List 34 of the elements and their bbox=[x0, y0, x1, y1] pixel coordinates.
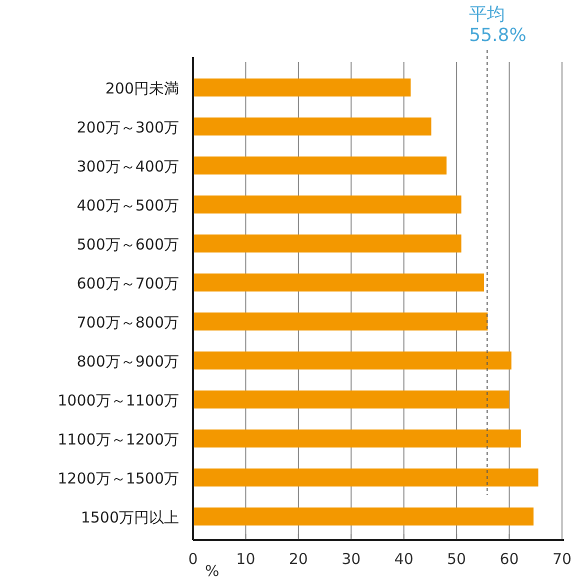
x-tick-label: 10 bbox=[236, 550, 256, 568]
y-tick-label: 1200万～1500万 bbox=[58, 470, 179, 488]
bar bbox=[193, 196, 462, 214]
x-tick-label: 60 bbox=[500, 550, 519, 568]
bar bbox=[193, 430, 521, 448]
ref-line-label: 平均 55.8% bbox=[469, 4, 526, 46]
bar bbox=[193, 352, 512, 370]
x-tick-label: 40 bbox=[394, 550, 414, 568]
y-tick-label: 600万～700万 bbox=[76, 274, 179, 292]
y-tick-label: 700万～800万 bbox=[76, 314, 179, 332]
y-tick-label: 300万～400万 bbox=[76, 158, 179, 176]
y-tick-label: 400万～500万 bbox=[76, 196, 179, 214]
bar bbox=[193, 234, 462, 252]
bar bbox=[193, 156, 447, 174]
y-tick-label: 200円未満 bbox=[105, 80, 179, 98]
y-tick-label: 1000万～1100万 bbox=[58, 392, 179, 410]
bar bbox=[193, 274, 484, 292]
bar bbox=[193, 312, 488, 330]
bar bbox=[193, 78, 411, 96]
bar bbox=[193, 390, 510, 408]
x-axis-title: % bbox=[205, 562, 220, 577]
x-tick-label: 70 bbox=[552, 550, 572, 568]
y-tick-label: 1100万～1200万 bbox=[58, 430, 179, 448]
x-tick-label: 20 bbox=[288, 550, 308, 568]
x-tick-label: 30 bbox=[342, 550, 361, 568]
y-tick-label: 200万～300万 bbox=[76, 118, 179, 136]
y-tick-label: 500万～600万 bbox=[76, 236, 179, 254]
bar bbox=[193, 468, 538, 486]
y-tick-label: 1500万円以上 bbox=[80, 508, 179, 526]
bar bbox=[193, 508, 534, 526]
y-tick-label: 800万～900万 bbox=[76, 352, 179, 370]
x-tick-label: 50 bbox=[447, 550, 466, 568]
x-tick-label: 0 bbox=[188, 550, 198, 568]
bar bbox=[193, 118, 432, 136]
